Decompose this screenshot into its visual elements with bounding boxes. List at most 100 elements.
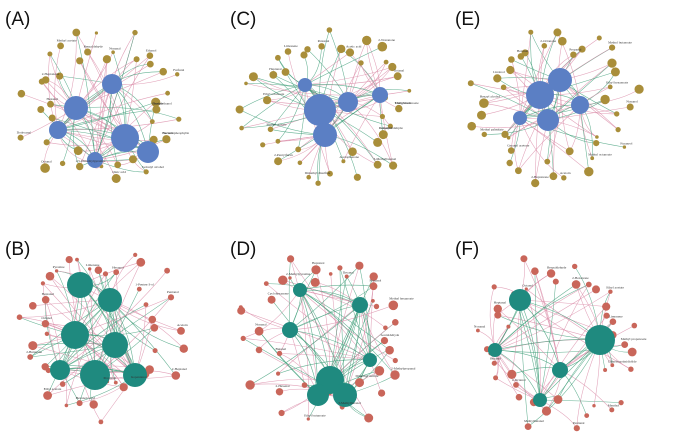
network-edge <box>59 270 168 371</box>
leaf-node <box>269 71 278 79</box>
leaf-node <box>179 344 188 353</box>
leaf-node <box>345 48 355 57</box>
network-edge <box>359 265 371 361</box>
node-label-layer: Acetoin 2-Heptanol Isopentanol Propanal Hexa… <box>26 263 188 400</box>
node-label: Heptanol <box>312 261 324 265</box>
node-label: Nonanal <box>109 46 121 50</box>
network-panel-a: Oxalate Bacteriopheophytin Isobutyl alcoho… <box>5 9 189 183</box>
panel-letter: (A) <box>5 9 30 30</box>
leaf-node <box>552 278 559 285</box>
network-edge <box>52 117 149 153</box>
leaf-node <box>373 160 382 169</box>
hub-node <box>552 362 568 378</box>
node-label: Thiophenol <box>395 101 411 105</box>
leaf-node <box>344 274 349 279</box>
leaf-node <box>596 35 602 41</box>
leaf-node <box>162 135 171 144</box>
node-label: Limonene <box>609 314 623 318</box>
leaf-node <box>634 84 644 94</box>
network-edge <box>539 306 607 401</box>
node-label: Methyl hexanoate <box>389 297 414 301</box>
hub-node <box>338 92 358 112</box>
node-label: Hexanol <box>112 265 124 269</box>
hub-node <box>372 87 388 103</box>
leaf-node <box>237 306 246 315</box>
leaf-node <box>263 96 272 105</box>
leaf-node <box>263 281 269 286</box>
node-label: Methylbutanal <box>524 419 544 423</box>
leaf-node <box>603 312 610 319</box>
leaf-node <box>40 163 50 173</box>
network-edge <box>519 117 564 179</box>
leaf-node <box>607 58 617 68</box>
node-label: Octanal <box>394 68 405 72</box>
leaf-node <box>73 146 83 156</box>
node-label: Methyl octanoate <box>588 152 612 156</box>
node-label: Pentanal <box>318 39 330 43</box>
network-edge <box>494 349 541 401</box>
hub-node <box>282 322 298 338</box>
hub-node <box>363 353 377 367</box>
network-edge <box>519 32 532 119</box>
leaf-node <box>171 371 181 380</box>
leaf-node <box>493 74 502 83</box>
node-label: Limonene <box>86 263 100 267</box>
leaf-node <box>16 314 23 321</box>
node-label-layer: Methyl butanoate Isobutyraldehyde 3-Methyl… <box>263 38 419 175</box>
leaf-node <box>506 65 515 75</box>
leaf-node <box>176 116 182 122</box>
leaf-node <box>501 130 509 138</box>
leaf-node <box>364 413 374 423</box>
node-label: Octanol <box>41 316 52 320</box>
node-label: 2-Hexanone <box>572 276 589 280</box>
leaf-node <box>407 88 412 93</box>
leaf-node <box>570 51 577 58</box>
node-label: Furaneol <box>620 141 632 145</box>
leaf-node <box>275 54 281 61</box>
leaf-node <box>520 255 528 263</box>
leaf-node <box>64 403 69 408</box>
leaf-node <box>621 341 629 348</box>
network-edge <box>519 299 632 370</box>
hub-node <box>533 393 547 407</box>
leaf-node <box>136 286 142 292</box>
node-label: Oleic acid <box>112 170 126 174</box>
node-label: Menthol <box>608 403 620 407</box>
node-label: Heptanal <box>494 301 506 305</box>
leaf-node <box>373 303 380 310</box>
network-edge <box>98 270 136 376</box>
leaf-node <box>129 155 137 164</box>
network-edge <box>518 104 581 171</box>
leaf-node <box>507 369 517 379</box>
network-edge <box>249 304 361 386</box>
leaf-node <box>558 36 567 46</box>
network-edge <box>304 52 351 86</box>
node-label-layer: Methyl propanoate Dihydroactinidiolide Men… <box>474 265 647 425</box>
hub-node <box>537 109 559 131</box>
leaf-node <box>508 56 515 63</box>
leaf-node <box>239 125 244 131</box>
leaf-node <box>607 84 613 90</box>
node-label: Furfural <box>173 68 184 72</box>
edge-layer <box>470 32 640 184</box>
leaf-node <box>276 371 281 376</box>
node-label: Benzaldehyde <box>84 45 104 49</box>
hub-node <box>293 283 307 297</box>
leaf-node <box>541 43 548 49</box>
leaf-node <box>28 341 38 351</box>
leaf-node <box>297 160 303 166</box>
network-edge <box>288 258 291 331</box>
leaf-node <box>392 319 399 326</box>
leaf-node <box>328 272 333 276</box>
leaf-node <box>378 130 388 140</box>
network-edge <box>298 94 381 150</box>
hub-node <box>307 384 329 406</box>
node-label: Methyl palmitate <box>480 128 504 132</box>
network-edge <box>79 284 182 332</box>
leaf-node <box>43 391 52 400</box>
node-label: Nonanal <box>474 325 486 329</box>
leaf-node <box>274 157 283 166</box>
node-label: Hexanal <box>517 49 528 53</box>
leaf-node <box>177 327 185 335</box>
leaf-node <box>42 76 50 84</box>
